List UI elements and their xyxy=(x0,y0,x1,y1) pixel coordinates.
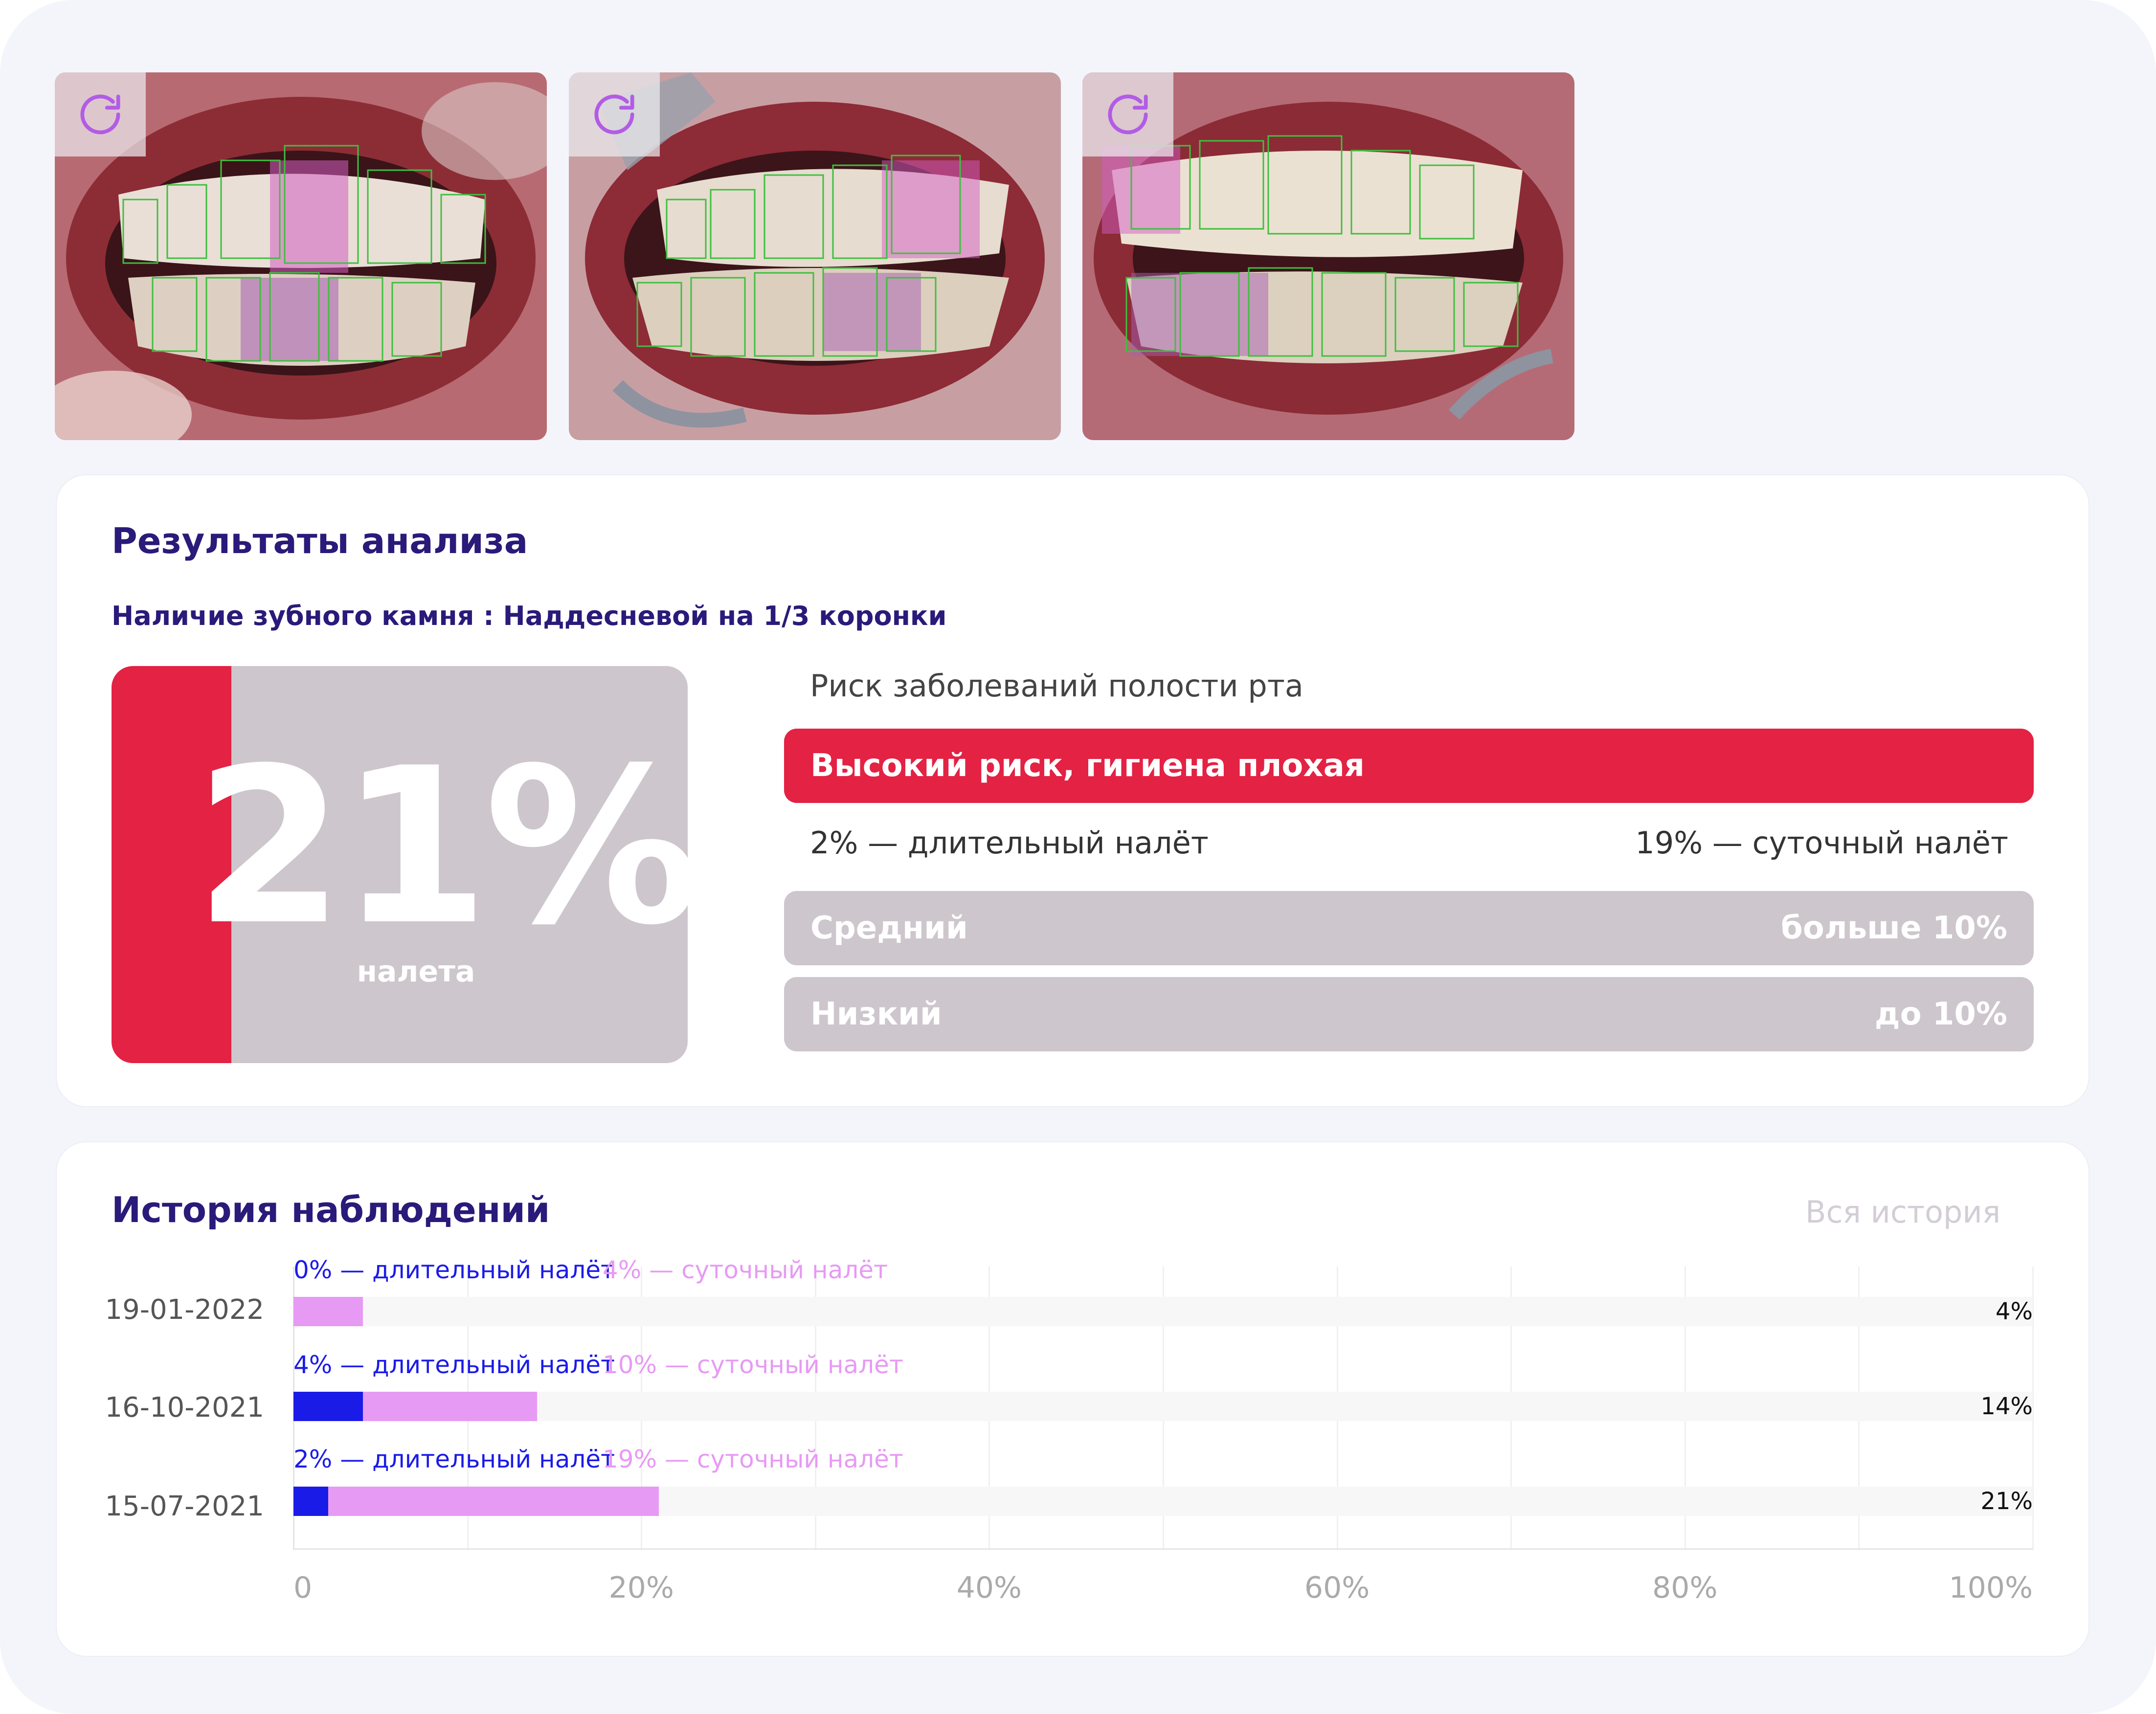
x-axis-line xyxy=(293,1548,2033,1550)
x-axis-tick-label: 100% xyxy=(1949,1571,2033,1605)
risk-low-label: Низкий xyxy=(810,996,942,1032)
history-long-plaque-label: 4% — длительный налёт xyxy=(293,1351,615,1379)
x-axis-tick-label: 60% xyxy=(1304,1571,1370,1605)
history-total-value: 4% xyxy=(1995,1298,2033,1325)
history-daily-plaque-bar xyxy=(363,1392,537,1421)
grid-line xyxy=(2032,1267,2034,1550)
history-daily-plaque-bar xyxy=(328,1487,659,1516)
history-long-plaque-label: 0% — длительный налёт xyxy=(293,1256,615,1284)
history-bar-track: 14% xyxy=(293,1392,2033,1421)
history-daily-plaque-label: 19% — суточный налёт xyxy=(603,1445,903,1473)
long-plaque-value: 2% — длительный налёт xyxy=(810,825,1209,861)
history-bar-track: 21% xyxy=(293,1487,2033,1516)
history-daily-plaque-label: 4% — суточный налёт xyxy=(603,1256,888,1284)
risk-medium-threshold: больше 10% xyxy=(1781,910,2007,946)
history-bar-track: 4% xyxy=(293,1297,2033,1326)
calculus-status: Наличие зубного камня : Наддесневой на 1… xyxy=(112,601,947,631)
tooth-photo[interactable] xyxy=(1082,72,1574,440)
rotate-clockwise-icon xyxy=(1108,94,1148,134)
analysis-title: Результаты анализа xyxy=(112,520,528,561)
history-long-plaque-bar xyxy=(293,1392,363,1421)
tooth-photo[interactable] xyxy=(569,72,1061,440)
plaque-percentage: 21% xyxy=(195,722,688,972)
x-axis-tick-label: 20% xyxy=(608,1571,674,1605)
x-axis-tick-label: 0 xyxy=(293,1571,313,1605)
rotate-button[interactable] xyxy=(55,72,146,156)
history-date: 15-07-2021 xyxy=(105,1491,264,1522)
history-date: 16-10-2021 xyxy=(105,1392,264,1424)
risk-medium-bar: Средний больше 10% xyxy=(784,891,2034,965)
plaque-level-bar xyxy=(112,666,231,1063)
history-total-value: 21% xyxy=(1980,1488,2033,1515)
all-history-link[interactable]: Вся история xyxy=(1805,1194,2000,1230)
rotate-button[interactable] xyxy=(569,72,660,156)
risk-high-bar: Высокий риск, гигиена плохая xyxy=(784,729,2034,803)
risk-low-bar: Низкий до 10% xyxy=(784,977,2034,1051)
rotate-clockwise-icon xyxy=(594,94,634,134)
rotate-button[interactable] xyxy=(1082,72,1173,156)
history-date: 19-01-2022 xyxy=(105,1294,264,1326)
history-long-plaque-bar xyxy=(293,1487,329,1516)
x-axis-tick-label: 80% xyxy=(1652,1571,1718,1605)
history-daily-plaque-bar xyxy=(293,1297,363,1326)
plaque-label: налета xyxy=(357,955,475,989)
risk-low-threshold: до 10% xyxy=(1874,996,2007,1032)
tooth-photo[interactable] xyxy=(55,72,547,440)
risk-medium-label: Средний xyxy=(810,910,968,946)
history-daily-plaque-label: 10% — суточный налёт xyxy=(603,1351,903,1379)
history-long-plaque-label: 2% — длительный налёт xyxy=(293,1445,615,1473)
history-title: История наблюдений xyxy=(112,1189,550,1230)
risk-high-label: Высокий риск, гигиена плохая xyxy=(810,748,1365,784)
rotate-clockwise-icon xyxy=(80,94,120,134)
risk-title: Риск заболеваний полости рта xyxy=(810,668,1303,704)
history-total-value: 14% xyxy=(1980,1393,2033,1420)
plaque-summary: 21% налета xyxy=(112,666,688,1063)
x-axis-tick-label: 40% xyxy=(956,1571,1022,1605)
daily-plaque-value: 19% — суточный налёт xyxy=(1635,825,2008,861)
